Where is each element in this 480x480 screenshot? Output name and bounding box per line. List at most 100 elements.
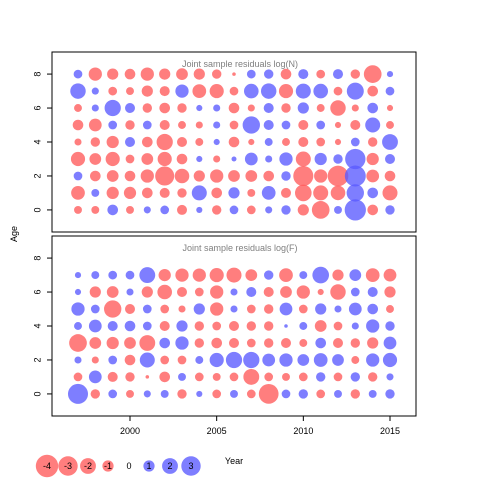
bubble-logN-age3-2015: [384, 153, 396, 165]
legend-label--2: -2: [84, 461, 92, 471]
bubble-logN-age2-2012: [327, 165, 349, 187]
bubble-logF-age5-2002: [160, 304, 170, 314]
x-axis-year: 2000 2005 2010 2015: [120, 416, 400, 436]
bubble-logN-age3-2008: [265, 155, 273, 163]
bubble-logN-age7-2008: [260, 83, 277, 99]
bubble-logN-age1-2009: [280, 187, 292, 198]
bubble-logF-age2-2014: [366, 353, 380, 367]
y-axis-label: Age: [9, 226, 19, 242]
bubble-logN-age7-1999: [108, 86, 118, 96]
bubble-logF-age6-2001: [141, 286, 153, 298]
bubble-logF-age4-2009: [284, 324, 288, 328]
legend-bubble--2: [80, 458, 96, 474]
bubble-logF-age3-2006: [228, 337, 240, 349]
bubble-logN-age5-2000: [125, 120, 135, 130]
bubble-logN-age7-2006: [229, 86, 239, 96]
bubble-logF-age7-2005: [209, 268, 224, 283]
bubble-logN-age3-2006: [231, 156, 237, 162]
bubble-logF-age7-2003: [175, 268, 189, 282]
bubble-logF-age6-2006: [230, 288, 238, 296]
bubble-logN-age3-1998: [89, 153, 102, 165]
bubble-logF-age4-2015: [385, 321, 395, 331]
bubble-logN-age2-2008: [263, 170, 275, 182]
bubble-logF-age0-2015: [385, 389, 395, 399]
bubble-logN-age4-2014: [368, 137, 378, 147]
y-tick-label-logN-4: 4: [32, 139, 42, 144]
bubble-logN-age4-2013: [350, 137, 360, 147]
bubble-logN-age5-1999: [108, 120, 118, 130]
legend-label-2: 2: [167, 461, 172, 471]
x-tick-label-2005: 2005: [207, 426, 227, 436]
bubble-logN-age5-2012: [334, 121, 342, 129]
bubble-logN-age6-2009: [281, 103, 291, 113]
bubble-logF-age1-1998: [88, 370, 102, 384]
bubble-logF-age4-2006: [228, 320, 240, 332]
bubble-logF-age2-2012: [332, 354, 344, 366]
bubble-logF-age0-2007: [246, 389, 256, 399]
bubble-logF-age7-2012: [332, 269, 344, 281]
bubble-logN-age4-2012: [334, 138, 342, 146]
bubble-logN-age0-2002: [160, 205, 170, 215]
bubble-logF-age2-2009: [279, 353, 293, 367]
legend-bubble-3: [181, 456, 201, 476]
bubble-logF-age7-2000: [125, 270, 135, 280]
bubble-logN-age8-2000: [124, 68, 136, 80]
bubble-logN-age8-2001: [140, 67, 154, 81]
bubble-logF-age4-2012: [333, 321, 343, 331]
bubble-logN-age2-2000: [124, 170, 136, 182]
bubble-logF-age5-2008: [264, 304, 274, 314]
bubble-logN-age5-2011: [316, 120, 326, 130]
bubble-logF-age6-2003: [176, 286, 188, 298]
bubble-logF-age2-2010: [297, 354, 310, 366]
bubble-logN-age1-1998: [91, 188, 100, 197]
legend-bubble-2: [162, 458, 178, 474]
bubble-logN-age5-2013: [350, 119, 361, 131]
legend-label-0: 0: [126, 461, 131, 471]
bubble-logN-age3-2000: [125, 154, 135, 164]
bubble-logN-age8-2011: [316, 69, 326, 79]
bubble-logN-age3-2011: [314, 152, 327, 166]
bubble-logN-age0-2004: [196, 206, 203, 213]
bubble-logN-age2-2004: [193, 170, 205, 182]
bubble-logN-age1-2006: [228, 187, 240, 199]
bubble-logF-age0-1997: [67, 383, 89, 404]
bubble-logN-age6-2005: [213, 104, 221, 112]
bubble-logF-age1-2011: [316, 372, 326, 382]
bubble-logN-age6-2014: [367, 102, 379, 114]
bubble-logN-age0-2013: [344, 199, 366, 221]
bubble-logN-age4-2010: [298, 136, 309, 148]
bubble-logN-age6-2011: [316, 104, 325, 112]
bubble-logF-age3-2011: [315, 337, 327, 349]
bubble-logN-age2-2001: [140, 169, 154, 183]
bubble-logN-age6-2012: [330, 100, 346, 116]
bubble-logN-age0-2001: [143, 206, 151, 214]
bubble-logN-age8-2006: [232, 72, 236, 76]
bubble-logN-age0-2014: [367, 204, 379, 216]
bubble-logN-age8-2015: [386, 71, 394, 78]
bubble-logF-age4-2005: [212, 321, 222, 331]
bubble-logF-age3-1999: [106, 336, 119, 350]
bubble-logF-age5-2009: [279, 302, 293, 316]
bubble-logN-age3-2003: [176, 153, 188, 165]
bubble-logF-age6-2004: [194, 287, 204, 297]
bubble-logN-age6-2010: [297, 102, 309, 114]
bubble-logF-age3-2009: [280, 337, 292, 349]
bubble-logN-age1-2000: [123, 186, 137, 200]
y-axis-log-n: 0 2 4 6 8: [32, 72, 52, 212]
bubble-logN-age0-1997: [74, 205, 82, 214]
bubbles-log-n: [70, 65, 398, 221]
bubble-logF-age6-2009: [280, 286, 292, 298]
legend-label-3: 3: [188, 461, 193, 471]
bubble-logN-age7-2011: [313, 83, 329, 99]
bubble-logF-age0-1999: [108, 389, 118, 399]
bubble-logN-age4-2006: [228, 136, 240, 148]
bubble-logN-age4-2008: [264, 138, 273, 146]
bubble-logN-age0-2008: [265, 206, 273, 214]
y-tick-label-logF-0: 0: [32, 391, 42, 396]
bubble-logF-age1-1999: [107, 371, 118, 382]
bubble-logN-age5-2001: [142, 120, 152, 130]
bubble-logN-age5-2015: [386, 121, 394, 129]
bubble-logN-age3-2012: [333, 154, 343, 164]
bubble-logN-age2-2014: [366, 169, 380, 183]
